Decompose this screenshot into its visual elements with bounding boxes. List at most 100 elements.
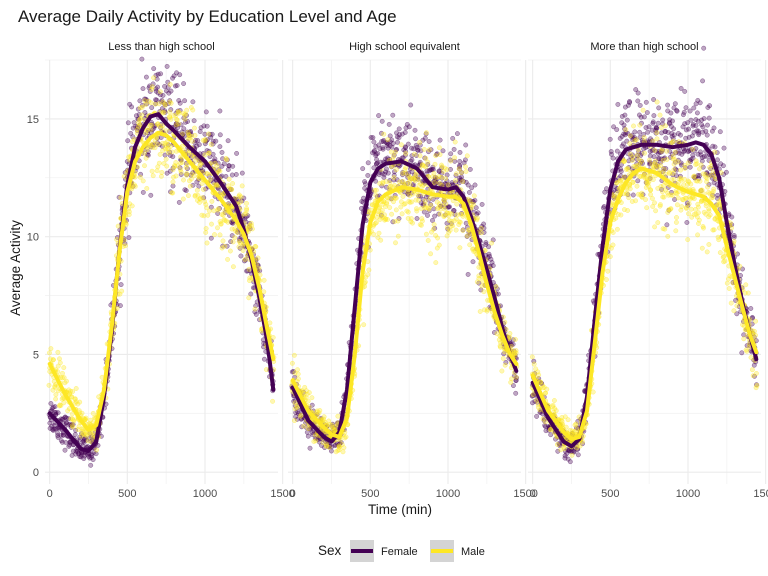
scatter-point (688, 206, 694, 212)
scatter-point (573, 421, 579, 427)
scatter-point (316, 410, 322, 416)
scatter-point (633, 137, 639, 143)
scatter-point (413, 136, 418, 142)
scatter-point (679, 204, 685, 210)
scatter-point (481, 221, 487, 227)
scatter-point (217, 144, 223, 150)
scatter-point (169, 190, 175, 196)
x-tick-label: 500 (601, 488, 619, 500)
scatter-point (651, 113, 657, 119)
scatter-point (671, 161, 677, 167)
scatter-point (688, 117, 694, 123)
scatter-point (375, 150, 381, 156)
scatter-point (431, 170, 437, 176)
scatter-point (159, 169, 165, 175)
scatter-point (717, 129, 723, 135)
scatter-point (182, 116, 188, 122)
scatter-point (52, 384, 58, 390)
scatter-point (217, 232, 223, 238)
scatter-point (430, 226, 436, 232)
scatter-point (452, 139, 458, 145)
scatter-point (673, 219, 679, 225)
scatter-point (654, 136, 660, 142)
scatter-point (202, 131, 208, 137)
scatter-point (748, 355, 754, 360)
scatter-point (396, 126, 402, 132)
scatter-point (453, 171, 459, 177)
scatter-point (416, 197, 422, 203)
scatter-point (78, 433, 84, 439)
scatter-point (140, 189, 146, 195)
scatter-point (414, 216, 420, 221)
scatter-point (731, 308, 737, 314)
scatter-point (240, 248, 246, 253)
scatter-point (691, 174, 696, 180)
scatter-point (142, 163, 147, 169)
scatter-point (60, 370, 65, 376)
scatter-point (195, 138, 201, 143)
scatter-point (156, 160, 162, 166)
scatter-point (534, 413, 540, 419)
scatter-point (137, 121, 143, 127)
scatter-point (444, 167, 450, 172)
legend: Sex Female Male (318, 540, 485, 562)
scatter-point (384, 201, 390, 207)
scatter-point (530, 392, 536, 397)
scatter-point (683, 105, 689, 111)
scatter-point (157, 142, 162, 148)
scatter-point (627, 186, 633, 192)
scatter-point (670, 138, 676, 144)
scatter-point (707, 103, 713, 109)
scatter-point (238, 253, 244, 259)
scatter-point (419, 218, 425, 224)
scatter-point (385, 217, 390, 222)
scatter-point (143, 74, 149, 80)
scatter-point (373, 187, 379, 193)
scatter-point (152, 145, 158, 151)
scatter-point (443, 176, 449, 182)
scatter-point (637, 102, 643, 108)
scatter-point (305, 433, 311, 439)
scatter-point (443, 201, 449, 207)
scatter-point (118, 195, 124, 201)
scatter-point (658, 163, 664, 169)
scatter-point (457, 219, 463, 225)
scatter-point (734, 303, 740, 309)
scatter-point (649, 196, 655, 201)
scatter-point (652, 158, 658, 164)
scatter-point (90, 457, 96, 463)
scatter-point (471, 193, 477, 199)
scatter-point (486, 244, 492, 250)
scatter-point (675, 159, 681, 165)
scatter-point (489, 240, 495, 246)
scatter-point (224, 157, 230, 163)
scatter-point (704, 132, 710, 138)
scatter-point (148, 100, 154, 106)
scatter-point (75, 401, 81, 407)
scatter-point (155, 164, 161, 170)
scatter-point (206, 150, 212, 156)
scatter-point (630, 192, 636, 198)
scatter-point (261, 277, 267, 283)
scatter-point (390, 141, 396, 146)
scatter-point (401, 201, 407, 207)
scatter-point (575, 452, 581, 458)
scatter-point (653, 208, 659, 214)
scatter-point (448, 151, 454, 157)
scatter-point (177, 72, 183, 78)
scatter-point (192, 132, 198, 138)
scatter-point (451, 146, 457, 152)
scatter-point (622, 112, 628, 118)
scatter-point (206, 148, 212, 154)
scatter-point (425, 238, 431, 243)
scatter-point (209, 221, 214, 227)
scatter-point (176, 199, 182, 205)
scatter-point (125, 120, 131, 126)
scatter-point (624, 117, 630, 123)
scatter-point (449, 211, 455, 217)
scatter-point (152, 137, 158, 143)
scatter-point (662, 123, 668, 129)
scatter-point (672, 149, 678, 155)
scatter-point (160, 92, 166, 98)
